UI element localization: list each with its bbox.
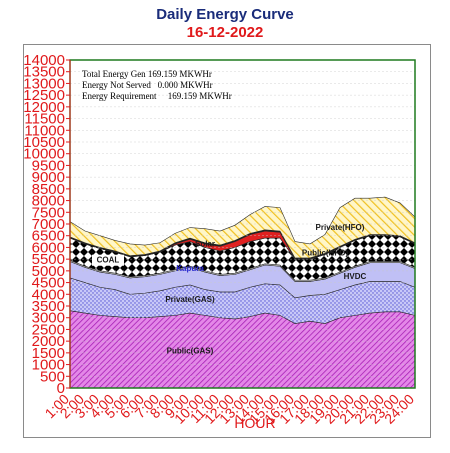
y-tick-label: 13500	[23, 64, 65, 81]
y-tick-label: 11000	[24, 122, 65, 139]
y-tick-label: 3500	[32, 298, 65, 315]
y-tick-label: 9500	[32, 157, 65, 174]
y-tick-label: 9000	[32, 169, 65, 186]
y-tick-label: 10000	[23, 146, 65, 163]
y-tick-label: 13000	[23, 75, 65, 92]
y-tick-label: 4000	[32, 286, 65, 303]
annotation-line: Energy Not Served 0.000 MKWHr	[82, 80, 213, 90]
y-tick-label: 0	[57, 380, 65, 397]
y-tick-label: 2000	[32, 333, 65, 350]
y-tick-label: 11500	[24, 111, 65, 128]
series-label-public-gas: Public(GAS)	[167, 347, 214, 356]
y-tick-label: 7500	[32, 204, 65, 221]
y-tick-label: 8000	[32, 193, 65, 210]
y-tick-label: 12000	[23, 99, 65, 116]
annotation-line: Total Energy Gen 169.159 MKWHr	[82, 69, 212, 79]
y-tick-label: 1500	[32, 345, 65, 362]
series-label-solar: Solar	[195, 239, 215, 248]
coal-label-box	[92, 254, 124, 266]
y-tick-label: 8500	[32, 181, 65, 198]
y-tick-label: 14000	[23, 52, 65, 69]
y-tick-label: 2500	[32, 321, 65, 338]
series-label-kapura: Kapura	[176, 264, 204, 273]
y-tick-label: 3000	[32, 310, 65, 327]
y-tick-label: 500	[40, 368, 65, 385]
y-tick-label: 5500	[32, 251, 65, 268]
chart-frame	[23, 44, 431, 438]
y-tick-label: 4500	[32, 275, 65, 292]
series-label-hvdc: HVDC	[344, 272, 367, 281]
y-tick-label: 6000	[32, 239, 65, 256]
x-axis-label: HOUR	[234, 415, 275, 431]
y-tick-label: 5000	[32, 263, 65, 280]
chart-title: Daily Energy Curve	[156, 6, 294, 23]
y-tick-label: 1000	[32, 357, 65, 374]
y-tick-label: 10500	[23, 134, 65, 151]
chart-subtitle: 16-12-2022	[186, 24, 264, 41]
series-label-coal: COAL	[97, 256, 120, 265]
series-label-private-hfo: Private(HFO)	[316, 223, 365, 232]
y-tick-label: 6500	[32, 228, 65, 245]
annotation-line: Energy Requirement 169.159 MKWHr	[82, 91, 232, 101]
series-label-public-hfo: Public(HFO)	[302, 248, 349, 257]
y-tick-label: 7000	[32, 216, 65, 233]
series-label-private-gas: Private(GAS)	[165, 295, 215, 304]
y-tick-label: 12500	[23, 87, 65, 104]
